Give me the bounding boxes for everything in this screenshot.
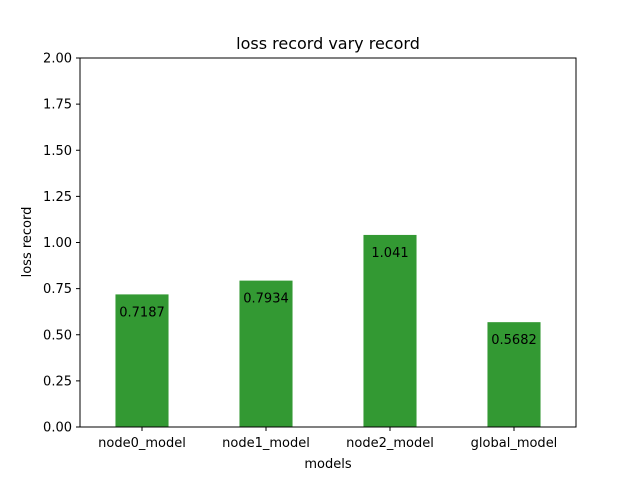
x-tick-label-node1_model: node1_model xyxy=(222,436,310,451)
data-label-global_model: 0.5682 xyxy=(491,333,537,348)
x-tick-label-global_model: global_model xyxy=(471,436,558,451)
x-axis-ticks: node0_model node1_model node2_model global_… xyxy=(98,427,557,451)
data-label-node0_model: 0.7187 xyxy=(119,305,165,320)
y-tick-label: 2.00 xyxy=(43,52,72,67)
bar-global_model xyxy=(487,322,541,427)
y-axis-ticks: 0.00 0.25 0.50 0.75 1.00 1.25 1.50 1.75 2.00 xyxy=(43,52,80,436)
y-tick-label: 0.50 xyxy=(43,328,72,343)
data-label-node1_model: 0.7934 xyxy=(243,292,289,307)
y-tick-label: 1.00 xyxy=(43,236,72,251)
bars-group: 0.7187 0.7934 1.041 0.5682 xyxy=(115,234,541,427)
bar-node2_model xyxy=(363,234,417,427)
bar-node0_model xyxy=(115,294,169,427)
y-tick-label: 1.50 xyxy=(43,144,72,159)
y-tick-label: 0.00 xyxy=(43,421,72,436)
y-tick-label: 1.25 xyxy=(43,190,72,205)
x-axis-label: models xyxy=(304,457,351,472)
y-tick-label: 0.75 xyxy=(43,282,72,297)
y-tick-label: 0.25 xyxy=(43,374,72,389)
x-tick-label-node0_model: node0_model xyxy=(98,436,186,451)
y-axis-label: loss record xyxy=(20,207,35,278)
chart-title: loss record vary record xyxy=(236,34,420,53)
x-tick-label-node2_model: node2_model xyxy=(346,436,434,451)
bar-node1_model xyxy=(239,280,293,427)
plot-frame xyxy=(79,57,577,428)
data-label-node2_model: 1.041 xyxy=(371,246,408,261)
y-tick-label: 1.75 xyxy=(43,98,72,113)
